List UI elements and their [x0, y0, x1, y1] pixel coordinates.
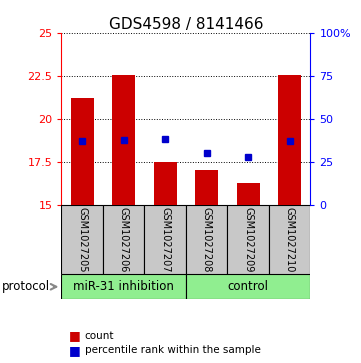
Text: miR-31 inhibition: miR-31 inhibition	[73, 280, 174, 293]
Text: GSM1027208: GSM1027208	[202, 207, 212, 272]
Text: GSM1027205: GSM1027205	[77, 207, 87, 272]
Text: count: count	[85, 331, 114, 341]
Title: GDS4598 / 8141466: GDS4598 / 8141466	[109, 16, 263, 32]
Text: ■: ■	[69, 329, 81, 342]
Bar	[269, 205, 310, 274]
Bar	[227, 205, 269, 274]
Bar	[144, 205, 186, 274]
Bar	[112, 75, 135, 205]
Bar	[61, 274, 186, 299]
Bar	[103, 205, 144, 274]
Text: GSM1027206: GSM1027206	[119, 207, 129, 272]
Text: GSM1027210: GSM1027210	[285, 207, 295, 272]
Text: control: control	[228, 280, 269, 293]
Text: GSM1027207: GSM1027207	[160, 207, 170, 272]
Bar	[237, 183, 260, 205]
Text: ■: ■	[69, 344, 81, 357]
Bar	[186, 274, 310, 299]
Text: GSM1027209: GSM1027209	[243, 207, 253, 272]
Bar	[71, 98, 93, 205]
Bar	[154, 162, 177, 205]
Bar	[195, 170, 218, 205]
Bar	[186, 205, 227, 274]
Bar	[278, 75, 301, 205]
Text: percentile rank within the sample: percentile rank within the sample	[85, 345, 261, 355]
Bar	[61, 205, 103, 274]
Text: protocol: protocol	[2, 280, 50, 293]
